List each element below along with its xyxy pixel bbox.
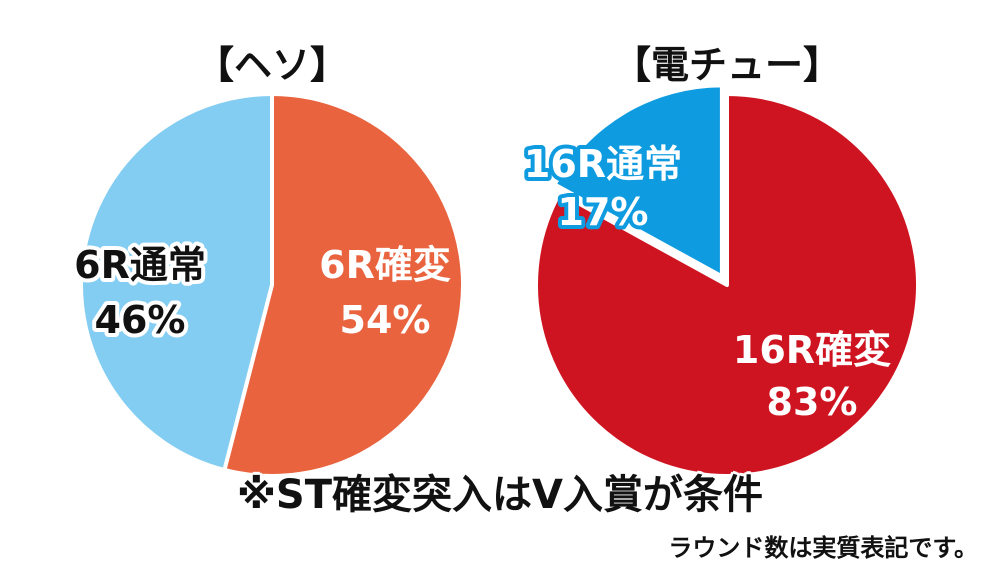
denchu-kakuhen-label: 16R確変 xyxy=(733,328,891,372)
denchu-normal-value-label: 17% xyxy=(558,190,649,234)
heso-normal-label: 6R通常 xyxy=(74,243,206,287)
heso-normal-value-label: 46% xyxy=(95,298,186,342)
denchu-chart-title: 【電チュー】 xyxy=(613,43,841,87)
denchu-normal-label: 16R通常 xyxy=(524,142,682,186)
heso-kakuhen-label: 6R確変 xyxy=(319,243,451,287)
heso-normal-slice xyxy=(79,92,274,472)
denchu-normal-slice xyxy=(552,83,724,279)
footnote: ※ST確変突入はV入賞が条件 xyxy=(237,472,763,518)
heso-kakuhen-slice xyxy=(222,92,465,478)
heso-chart-title: 【ヘソ】 xyxy=(196,43,348,87)
heso-pie xyxy=(79,92,465,478)
round-count-note: ラウンド数は実質表記です。 xyxy=(668,534,978,562)
denchu-kakuhen-slice xyxy=(534,92,920,478)
denchu-kakuhen-value-label: 83% xyxy=(767,380,858,424)
heso-kakuhen-value-label: 54% xyxy=(340,298,431,342)
denchu-pie xyxy=(534,83,920,478)
